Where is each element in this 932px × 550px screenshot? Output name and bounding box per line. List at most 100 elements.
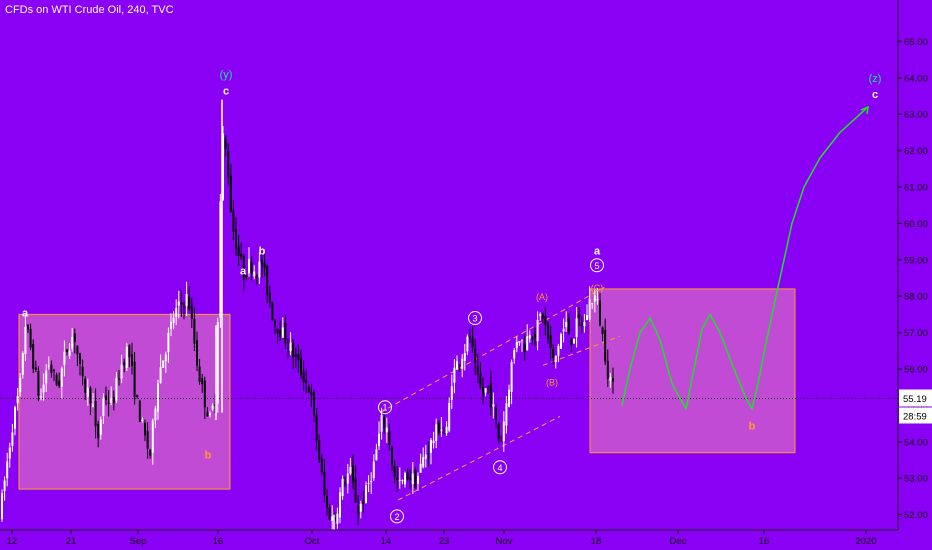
candle-up xyxy=(508,384,510,408)
candle-body xyxy=(565,321,568,328)
candle-up xyxy=(609,372,612,388)
wave-label: c xyxy=(223,86,229,98)
candle-up xyxy=(3,476,6,501)
candle-body xyxy=(232,210,235,232)
candle-body xyxy=(466,336,469,352)
candle-down xyxy=(549,325,552,359)
candle-down xyxy=(97,420,100,448)
candle-down xyxy=(305,369,308,394)
candle-body xyxy=(211,405,214,410)
candle-body xyxy=(500,440,503,442)
candle-up xyxy=(515,336,518,353)
candle-up xyxy=(125,343,128,372)
chart-title: CFDs on WTI Crude Oil, 240, TVC xyxy=(5,4,174,16)
candle-up xyxy=(177,290,180,319)
candle-body xyxy=(125,346,128,369)
candle-up xyxy=(170,313,172,337)
price-axis-panel xyxy=(898,0,932,550)
candle-down xyxy=(250,255,253,281)
price-tick-label: 61.00 xyxy=(904,183,928,194)
candle-body xyxy=(177,301,180,306)
candle-body xyxy=(3,480,6,492)
candle-body xyxy=(313,392,315,415)
candle-down xyxy=(495,403,497,429)
candle-body xyxy=(528,335,531,339)
candle-body xyxy=(471,337,474,348)
candle-up xyxy=(157,379,159,420)
candle-body xyxy=(89,387,92,404)
candle-down xyxy=(362,490,365,513)
candle-body xyxy=(84,378,87,393)
candle-body xyxy=(372,461,375,479)
wave-circle-number: 3 xyxy=(472,314,477,324)
candle-up xyxy=(466,334,469,355)
candle-down xyxy=(315,408,318,451)
candle-body xyxy=(333,517,336,521)
candle-body xyxy=(250,261,253,274)
candle-down xyxy=(118,370,120,386)
candle-body xyxy=(523,343,526,352)
candle-body xyxy=(154,408,157,421)
candle-body xyxy=(188,296,191,310)
candle-body xyxy=(487,385,490,388)
candle-up xyxy=(289,332,292,356)
candle-body xyxy=(391,446,393,466)
countdown-label: 28:59 xyxy=(903,411,927,422)
candle-down xyxy=(479,362,482,390)
candle-body xyxy=(601,327,604,334)
candle-down xyxy=(190,297,193,329)
candle-up xyxy=(141,417,144,423)
candle-up xyxy=(596,288,599,305)
candle-body xyxy=(196,340,198,366)
wave-circle-3: 3 xyxy=(468,311,482,326)
candle-body xyxy=(294,354,297,357)
wave-label: (A) xyxy=(536,292,548,302)
candle-body xyxy=(370,481,373,483)
candle-body xyxy=(557,345,560,356)
price-tick-label: 64.00 xyxy=(904,73,928,84)
candle-body xyxy=(79,353,81,364)
candle-up xyxy=(151,418,154,465)
candle-body xyxy=(359,503,362,512)
candle-body xyxy=(513,350,516,359)
candle-up xyxy=(19,373,22,397)
candle-body xyxy=(110,398,113,403)
candle-body xyxy=(505,403,508,426)
candle-up xyxy=(162,360,165,368)
candle-down xyxy=(188,286,191,311)
wave-label: (y) xyxy=(220,69,233,81)
candle-up xyxy=(219,194,222,328)
candle-up xyxy=(528,330,531,343)
candle-body xyxy=(271,302,274,321)
candle-up xyxy=(42,373,45,401)
candle-body xyxy=(268,292,271,303)
candle-body xyxy=(63,351,66,365)
candle-body xyxy=(149,449,152,456)
candle-body xyxy=(383,417,386,429)
candle-up xyxy=(1,489,3,522)
candle-body xyxy=(60,368,63,387)
candle-body xyxy=(141,419,144,421)
wave-circle-ring xyxy=(493,460,507,475)
candle-up xyxy=(453,358,456,394)
candle-down xyxy=(409,469,412,490)
candle-up xyxy=(346,464,349,494)
candles xyxy=(1,99,614,550)
candle-body xyxy=(336,513,339,524)
candle-down xyxy=(388,423,391,451)
wave-circle-number: 5 xyxy=(594,261,599,271)
candle-down xyxy=(606,349,609,387)
candle-body xyxy=(560,333,562,349)
candle-body xyxy=(489,383,492,408)
candle-up xyxy=(583,313,586,333)
candle-up xyxy=(63,340,66,377)
time-tick-label: Sep xyxy=(130,536,147,547)
candle-up xyxy=(463,343,466,371)
candle-body xyxy=(193,318,196,344)
candle-body xyxy=(40,396,42,398)
candle-down xyxy=(580,316,583,333)
candle-body xyxy=(378,433,380,447)
